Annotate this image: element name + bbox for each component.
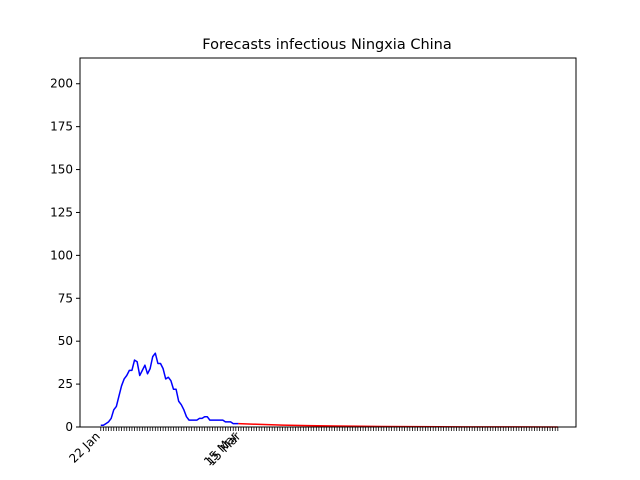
y-axis: 0 25 50 75 100 125 150 175 200 — [50, 77, 80, 434]
series-line-0 — [100, 352, 239, 427]
y-tick-label: 0 — [65, 420, 73, 434]
y-tick-label: 50 — [58, 334, 73, 348]
y-tick-label: 150 — [50, 163, 73, 177]
y-tick-label: 175 — [50, 120, 73, 134]
plot-frame — [79, 57, 577, 428]
chart-title: Forecasts infectious Ningxia China — [202, 37, 451, 53]
y-tick-label: 100 — [50, 248, 73, 262]
y-tick-label: 25 — [58, 377, 73, 391]
y-tick-label: 125 — [50, 205, 73, 219]
y-tick-label: 75 — [58, 291, 73, 305]
y-tick-label: 200 — [50, 77, 73, 91]
